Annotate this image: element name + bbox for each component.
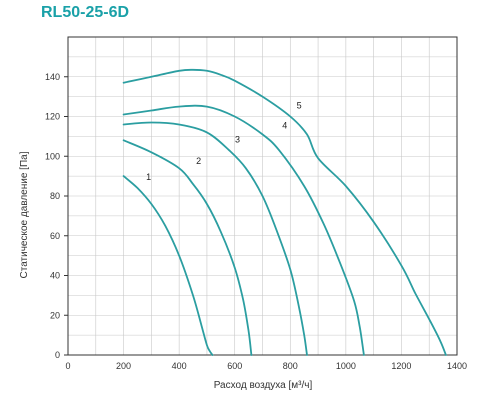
x-tick-label: 600 bbox=[227, 361, 242, 371]
curve-label-2: 2 bbox=[196, 156, 201, 166]
curve-label-4: 4 bbox=[282, 120, 287, 130]
fan-curve-5 bbox=[122, 68, 447, 356]
x-axis-label: Расход воздуха [м³/ч] bbox=[214, 380, 313, 391]
x-tick-label: 1400 bbox=[447, 361, 467, 371]
x-tick-label: 0 bbox=[65, 361, 70, 371]
curve-label-1: 1 bbox=[146, 172, 151, 182]
x-tick-label: 200 bbox=[116, 361, 131, 371]
y-tick-label: 20 bbox=[50, 310, 60, 320]
y-tick-label: 80 bbox=[50, 191, 60, 201]
page-title: RL50-25-6D bbox=[41, 4, 130, 21]
x-tick-label: 1000 bbox=[336, 361, 356, 371]
curve-label-3: 3 bbox=[235, 134, 240, 144]
y-tick-label: 120 bbox=[45, 112, 60, 122]
x-tick-label: 800 bbox=[283, 361, 298, 371]
y-tick-label: 60 bbox=[50, 231, 60, 241]
y-tick-label: 40 bbox=[50, 271, 60, 281]
fan-curve-2 bbox=[122, 139, 253, 356]
y-tick-label: 100 bbox=[45, 151, 60, 161]
y-tick-label: 140 bbox=[45, 72, 60, 82]
series-layer bbox=[122, 68, 447, 356]
fan-curve-3 bbox=[122, 121, 308, 356]
series-labels: 1 2 3 45 bbox=[146, 101, 302, 183]
x-tick-label: 400 bbox=[172, 361, 187, 371]
y-axis-label: Статическое давление [Па] bbox=[19, 151, 30, 278]
x-tick-label: 1200 bbox=[391, 361, 411, 371]
curve-label-5: 5 bbox=[297, 101, 302, 111]
tick-labels: 0 200 400 600 800 1000 1200 1400 0 20 40 60 80 100 120… bbox=[45, 72, 467, 371]
fan-curve-1 bbox=[122, 175, 214, 356]
fan-curve-4 bbox=[122, 104, 365, 356]
y-tick-label: 0 bbox=[55, 350, 60, 360]
